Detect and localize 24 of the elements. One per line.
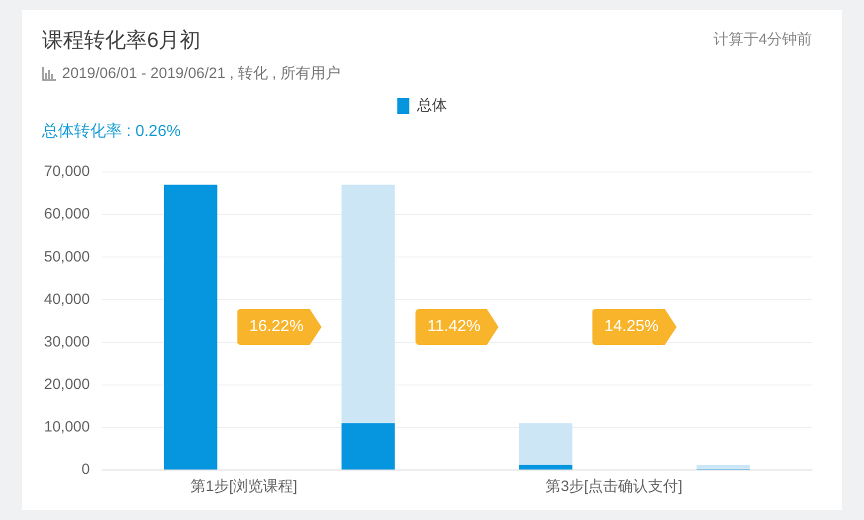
y-tick-label: 30,000 (44, 333, 90, 350)
annotation: 11.42% (415, 308, 498, 345)
bar (519, 464, 572, 470)
bar (164, 184, 218, 470)
chart-subtitle: 2019/06/01 - 2019/06/21 , 转化 , 所有用户 (62, 64, 340, 83)
y-tick-label: 50,000 (44, 248, 90, 266)
bar (519, 423, 572, 465)
text: 计算于4分钟前 (714, 30, 812, 49)
y-tick-label: 70,000 (44, 163, 90, 180)
y-tick-label: 10,000 (44, 418, 90, 436)
bar (342, 423, 395, 470)
text: 总体转化率 : 0.26% (42, 122, 181, 142)
x-tick-label: 第1步[浏览课程] (190, 478, 298, 496)
y-tick-label: 20,000 (44, 376, 90, 393)
y-tick-label: 40,000 (44, 290, 90, 308)
y-tick-label: 60,000 (44, 206, 90, 223)
chart-title: 课程转化率6月初 (42, 28, 201, 54)
x-tick-label: 第3步[点击确认支付] (546, 478, 682, 496)
bar (696, 464, 750, 470)
bar (342, 184, 395, 424)
annotation: 16.22% (237, 308, 322, 345)
y-tick-label: 0 (82, 461, 90, 478)
annotation: 14.25% (592, 308, 677, 345)
legend-label: 总体 (416, 97, 447, 114)
